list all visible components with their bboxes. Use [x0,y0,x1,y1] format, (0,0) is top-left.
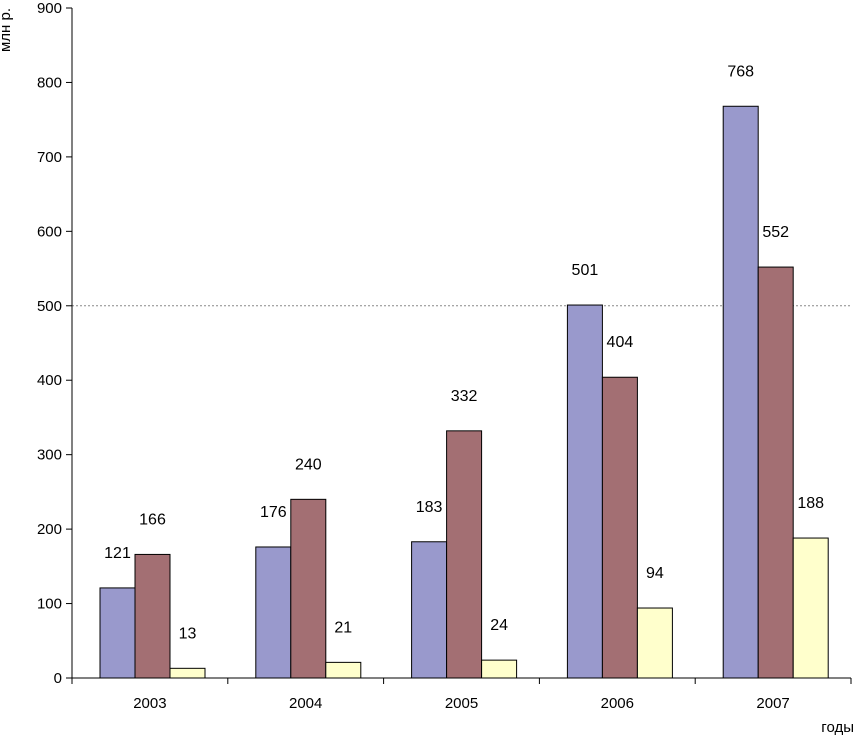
x-tick-label: 2007 [756,695,789,712]
bar-series-2-2005 [446,430,483,679]
y-tick-label: 600 [37,223,62,240]
data-label-series-1-2004: 176 [260,504,287,521]
x-tick-label: 2004 [289,695,322,712]
bar-series-1-2005 [411,541,448,679]
x-tick-label: 2005 [445,695,478,712]
bar-series-1-2003 [99,587,136,679]
data-label-series-3-2004: 21 [334,619,352,636]
bar-series-1-2004 [255,546,292,679]
bar-series-3-2003 [169,667,206,679]
bar-series-2-2006 [601,376,638,679]
y-tick-label: 800 [37,74,62,91]
data-label-series-1-2003: 121 [104,545,131,562]
bars-layer [99,105,829,679]
bar-series-2-2007 [757,266,794,679]
data-label-series-2-2005: 332 [451,388,478,405]
data-label-series-3-2006: 94 [646,565,664,582]
data-label-series-2-2003: 166 [139,511,166,528]
x-tick-label: 2003 [133,695,166,712]
data-label-series-1-2007: 768 [727,63,754,80]
ticks-layer: 0 100 200 300 400 500 600 700 800 900 2003 2004 2005… [37,0,852,712]
bar-series-3-2004 [325,661,362,679]
y-tick-label: 0 [54,670,62,687]
data-label-series-3-2003: 13 [179,625,197,642]
bar-series-1-2006 [566,304,603,679]
bar-series-2-2003 [134,553,171,679]
y-tick-label: 100 [37,596,62,613]
data-label-series-1-2006: 501 [572,262,599,279]
data-label-series-3-2005: 24 [490,617,508,634]
y-tick-label: 200 [37,521,62,538]
y-tick-label: 700 [37,149,62,166]
bar-series-3-2005 [481,659,518,679]
data-label-series-2-2004: 240 [295,456,322,473]
y-tick-label: 500 [37,298,62,315]
y-axis-title: млн р. [0,8,14,52]
bar-series-3-2006 [636,607,673,679]
y-tick-label: 400 [37,372,62,389]
bar-series-2-2004 [290,498,327,679]
x-tick-label: 2006 [601,695,634,712]
bar-series-3-2007 [792,537,829,679]
y-tick-label: 300 [37,447,62,464]
data-label-series-3-2007: 188 [797,495,824,512]
bar-series-1-2007 [722,105,759,679]
data-label-series-2-2007: 552 [762,224,789,241]
data-label-series-1-2005: 183 [416,499,443,516]
value-labels-layer: 121 166 13 176 240 21 183 332 24 501 404 94 768 552 18… [104,63,824,642]
axes-layer [71,8,851,679]
y-tick-label: 900 [37,0,62,17]
data-label-series-2-2006: 404 [607,334,634,351]
x-axis-title: годы [821,719,854,735]
